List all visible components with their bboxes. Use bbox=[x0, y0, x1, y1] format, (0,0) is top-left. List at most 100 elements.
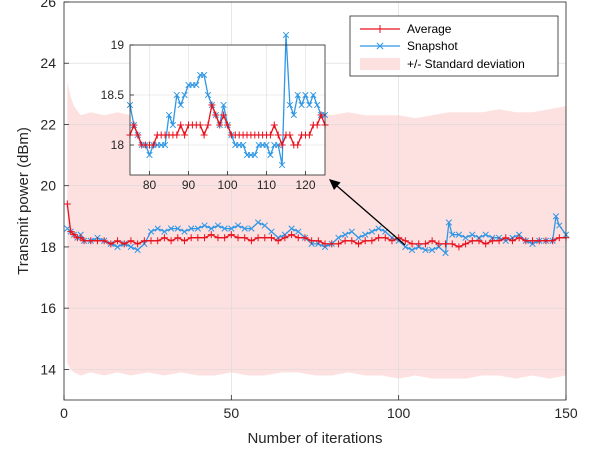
snapshot-point bbox=[201, 222, 208, 229]
inset-average-point bbox=[286, 131, 294, 139]
y-tick-label: 16 bbox=[40, 300, 56, 316]
average-point bbox=[247, 237, 255, 245]
snapshot-point bbox=[469, 231, 476, 238]
inset-x-tick-label: 120 bbox=[295, 178, 315, 192]
average-point bbox=[180, 237, 188, 245]
legend-label: +/- Standard deviation bbox=[407, 57, 525, 71]
average-point bbox=[77, 234, 85, 242]
average-point bbox=[167, 237, 175, 245]
average-point bbox=[361, 237, 369, 245]
average-point bbox=[100, 237, 108, 245]
average-point bbox=[254, 234, 262, 242]
snapshot-point bbox=[188, 225, 195, 232]
snapshot-point bbox=[288, 225, 295, 232]
inset-average-point bbox=[317, 111, 325, 119]
inset-average-point bbox=[305, 131, 313, 139]
inset-average-point bbox=[274, 131, 282, 139]
average-point bbox=[355, 240, 363, 248]
average-point bbox=[529, 237, 537, 245]
snapshot-point bbox=[248, 225, 255, 232]
snapshot-point bbox=[335, 234, 342, 241]
snapshot-point bbox=[261, 222, 268, 229]
average-point bbox=[555, 234, 563, 242]
average-point bbox=[408, 240, 416, 248]
main-series bbox=[63, 200, 570, 257]
average-point bbox=[508, 237, 516, 245]
inset-snapshot-point bbox=[278, 161, 286, 169]
inset-snapshot-point bbox=[220, 101, 227, 109]
inset-average-point bbox=[149, 141, 157, 149]
snapshot-point bbox=[556, 222, 563, 229]
y-tick-label: 22 bbox=[40, 116, 56, 132]
snapshot-point bbox=[402, 243, 409, 251]
average-point bbox=[421, 240, 429, 248]
average-point bbox=[140, 237, 148, 245]
average-point bbox=[267, 234, 275, 242]
inset-average-point bbox=[177, 121, 185, 129]
average-point bbox=[87, 237, 95, 245]
snapshot-point bbox=[552, 213, 560, 220]
snapshot-point bbox=[449, 231, 456, 238]
inset-average-point bbox=[134, 131, 142, 139]
average-point bbox=[314, 237, 322, 245]
inset-snapshot-point bbox=[302, 91, 309, 99]
snapshot-point bbox=[134, 246, 141, 254]
inset-x-tick-label: 90 bbox=[182, 178, 196, 192]
snapshot-point bbox=[375, 225, 382, 232]
average-point bbox=[234, 234, 242, 242]
average-point bbox=[334, 240, 342, 248]
snapshot-point bbox=[428, 246, 436, 254]
snapshot-point bbox=[194, 225, 202, 232]
main-ticks: 0 50 100 150 14 16 18 20 22 24 26 bbox=[40, 0, 577, 421]
snapshot-point bbox=[181, 228, 188, 235]
inset-snapshot-point bbox=[306, 101, 313, 109]
average-point bbox=[127, 237, 135, 245]
average-point bbox=[274, 237, 282, 245]
inset-average-point bbox=[220, 111, 228, 119]
average-point bbox=[401, 237, 409, 245]
inset-average-point bbox=[224, 121, 231, 129]
y-tick-label: 24 bbox=[40, 55, 56, 71]
inset-snapshot-point bbox=[286, 101, 294, 109]
snapshot-point bbox=[161, 228, 168, 235]
average-point bbox=[468, 237, 476, 245]
snapshot-point bbox=[408, 246, 416, 254]
average-point bbox=[134, 240, 142, 248]
x-axis-label: Number of iterations bbox=[247, 430, 382, 447]
inset-snapshot-point bbox=[290, 111, 297, 119]
inset-snapshot-point bbox=[298, 101, 305, 109]
average-point bbox=[281, 234, 289, 242]
average-point bbox=[70, 231, 78, 239]
y-tick-label: 18 bbox=[40, 239, 56, 255]
snapshot-point bbox=[455, 231, 463, 238]
main-plot-frame bbox=[63, 1, 567, 401]
legend-band-swatch bbox=[360, 58, 400, 70]
snapshot-point bbox=[214, 222, 222, 229]
inset-snapshot-point bbox=[161, 141, 169, 149]
inset-average-point bbox=[173, 131, 181, 139]
inset-plot: 80 90 100 110 120 18 18.5 19 bbox=[101, 31, 329, 192]
average-point bbox=[294, 234, 302, 242]
y-tick-label: 26 bbox=[40, 0, 56, 10]
average-point bbox=[435, 240, 443, 248]
inset-snapshot-point bbox=[193, 81, 200, 89]
inset-snapshot-point bbox=[204, 91, 212, 99]
snapshot-point bbox=[341, 231, 349, 238]
inset-snapshot-point bbox=[294, 91, 301, 99]
inset-x-tick-label: 100 bbox=[217, 178, 237, 192]
arrow-head bbox=[329, 179, 341, 190]
snapshot-point bbox=[295, 228, 302, 235]
inset-snapshot-point bbox=[177, 101, 184, 109]
average-point bbox=[522, 237, 530, 245]
inset-series bbox=[126, 31, 329, 169]
average-point bbox=[308, 237, 316, 245]
average-point bbox=[428, 237, 436, 245]
snapshot-point bbox=[355, 234, 362, 241]
inset-average-point bbox=[208, 101, 216, 109]
average-point bbox=[201, 234, 209, 242]
y-tick-label: 14 bbox=[40, 361, 56, 377]
average-point bbox=[502, 234, 510, 242]
average-point bbox=[535, 237, 543, 245]
snapshot-point bbox=[442, 249, 449, 257]
